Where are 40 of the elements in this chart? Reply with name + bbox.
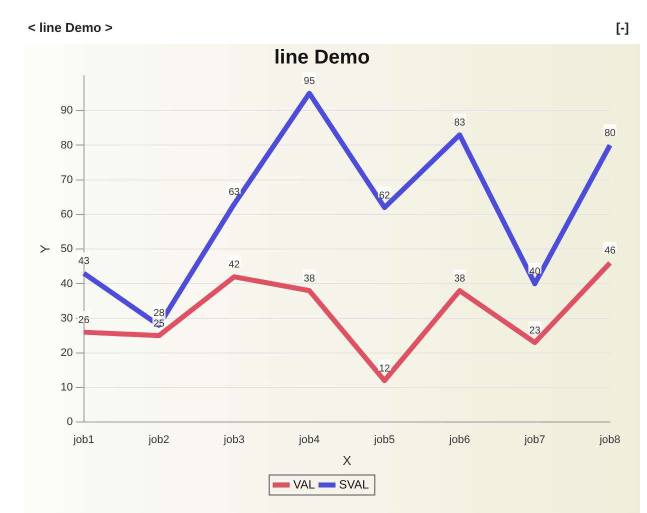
data-label: 80 [604,128,616,139]
chart-title: line Demo [274,46,370,69]
y-tick-label: 30 [60,312,73,324]
data-label: 95 [304,76,316,88]
x-tick-label: job6 [448,434,470,446]
y-tick-label: 80 [60,139,73,152]
x-tick-label: job4 [298,434,320,446]
x-tick-label: job7 [523,434,546,446]
y-tick-label: 40 [60,278,73,290]
data-label: 83 [454,118,466,129]
y-tick-label: 90 [60,104,73,117]
y-tick-label: 70 [60,174,73,186]
data-label: 28 [153,308,165,320]
x-tick-label: job5 [373,434,395,446]
data-label: 25 [153,318,165,330]
x-tick-label: job3 [222,434,245,446]
x-axis-title: X [342,452,352,468]
x-tick-label: job2 [148,434,170,446]
data-label: 46 [604,246,616,257]
legend-label: SVAL [339,477,370,492]
text: [-] [616,20,629,35]
data-label: 42 [228,260,240,271]
data-label: 38 [304,273,316,284]
data-label: 12 [378,363,390,374]
y-axis-title: Y [37,244,52,254]
data-label: 26 [78,314,90,326]
y-tick-label: 10 [60,382,73,394]
data-label: 62 [378,190,390,202]
legend-label: VAL [293,477,316,492]
y-tick-label: 20 [60,346,73,359]
x-tick-label: job8 [598,434,620,446]
y-tick-label: 50 [60,243,73,256]
data-label: 38 [454,273,466,284]
data-label: 23 [529,325,541,336]
y-tick-label: 0 [66,416,73,428]
x-tick-label: job1 [72,434,94,446]
y-tick-label: 60 [60,208,73,221]
data-label: 43 [78,256,90,268]
data-label: 63 [228,186,240,198]
text: < line Demo > [28,20,113,35]
